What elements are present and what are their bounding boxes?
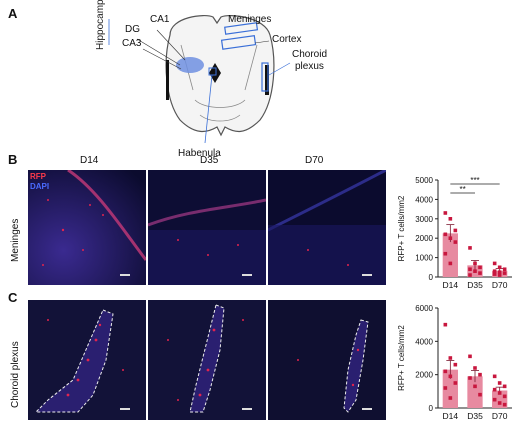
bar-d14 — [442, 369, 458, 408]
x-tick-label: D14 — [443, 280, 459, 290]
data-point — [502, 267, 507, 272]
data-point — [497, 401, 502, 405]
data-point — [468, 354, 472, 359]
data-point — [468, 273, 472, 277]
data-point — [448, 396, 453, 400]
micrograph-meninges-d70 — [268, 170, 386, 285]
data-point — [443, 322, 448, 327]
micrograph-meninges-d14: RFP DAPI — [28, 170, 146, 285]
micrograph-choroid-d14 — [28, 300, 146, 420]
data-point — [492, 261, 497, 266]
y-tick-label: 5000 — [415, 176, 433, 185]
data-point — [448, 374, 453, 379]
x-tick-label: D70 — [492, 280, 508, 290]
data-point — [443, 232, 448, 237]
data-point — [502, 271, 507, 275]
micrograph-meninges-d35 — [148, 170, 266, 285]
label-habenula: Habenula — [178, 148, 221, 159]
y-tick-label: 2000 — [415, 371, 433, 380]
data-point — [502, 402, 507, 407]
y-tick-label: 3000 — [415, 215, 433, 224]
label-cortex: Cortex — [272, 34, 302, 45]
data-point — [448, 217, 453, 221]
micrograph-choroid-d35 — [148, 300, 266, 420]
data-point — [448, 236, 453, 240]
chart-choroid-plexus: 0 2000 4000 6000 RFP+ T cells/mm2 D14 D35 D70 — [397, 304, 512, 421]
data-point — [497, 391, 502, 395]
x-tick-label: D35 — [467, 411, 483, 421]
y-tick-label: 4000 — [415, 337, 433, 346]
panel-label-b: B — [8, 152, 18, 167]
data-point — [448, 261, 453, 266]
timepoint-d70: D70 — [305, 155, 324, 166]
data-point — [502, 384, 507, 389]
y-tick-label: 2000 — [415, 234, 433, 243]
label-meninges: Meninges — [228, 14, 272, 25]
data-point — [478, 271, 482, 275]
x-tick-label: D35 — [467, 280, 483, 290]
data-point — [453, 362, 458, 367]
label-choroid-plexus-1: Choroid — [292, 49, 328, 60]
significance-label: ** — [460, 185, 466, 194]
chart-meninges: 0 1000 2000 3000 4000 5000 RFP+ T cells/mm2 D14… — [397, 176, 512, 290]
panel-label-c: C — [8, 290, 18, 305]
label-ca1: CA1 — [150, 14, 170, 25]
data-point — [502, 394, 507, 399]
bar-d14 — [442, 233, 458, 277]
data-point — [473, 384, 477, 389]
data-point — [492, 397, 497, 402]
data-point — [492, 387, 497, 392]
bar-d35 — [467, 376, 483, 408]
data-point — [492, 269, 497, 273]
label-hippocampus: Hippocampus — [95, 0, 106, 50]
data-point — [443, 211, 448, 215]
timepoint-d35: D35 — [200, 155, 219, 166]
data-point — [497, 270, 502, 274]
data-point — [473, 366, 477, 370]
brain-schematic — [108, 14, 291, 144]
data-point — [453, 381, 458, 385]
data-point — [443, 251, 448, 256]
timepoint-d14: D14 — [80, 155, 99, 166]
y-tick-label: 4000 — [415, 195, 433, 204]
x-tick-label: D70 — [492, 411, 508, 421]
row-label-meninges: Meninges — [10, 218, 21, 262]
data-point — [468, 376, 472, 380]
data-point — [492, 272, 497, 276]
data-point — [453, 228, 458, 233]
x-tick-label: D14 — [443, 411, 459, 421]
data-point — [497, 273, 502, 277]
data-point — [492, 374, 497, 379]
data-point — [497, 265, 502, 270]
panel-label-a: A — [8, 6, 18, 21]
label-dg: DG — [125, 24, 140, 35]
label-ca3: CA3 — [122, 38, 142, 49]
y-axis-label: RFP+ T cells/mm2 — [397, 325, 406, 391]
data-point — [478, 372, 482, 377]
y-tick-label: 6000 — [415, 304, 433, 313]
row-label-choroid-plexus: Choroid plexus — [10, 341, 21, 408]
y-axis-label: RFP+ T cells/mm2 — [397, 195, 406, 261]
stain-dapi: DAPI — [30, 182, 50, 191]
data-point — [473, 261, 477, 266]
label-choroid-plexus-2: plexus — [295, 61, 324, 72]
y-tick-label: 1000 — [415, 254, 433, 263]
data-point — [473, 269, 477, 273]
y-tick-label: 0 — [429, 404, 434, 413]
data-point — [443, 386, 448, 390]
micrograph-choroid-d70 — [268, 300, 386, 420]
data-point — [468, 267, 472, 272]
data-point — [497, 381, 502, 385]
data-point — [448, 356, 453, 360]
data-point — [443, 369, 448, 374]
data-point — [453, 240, 458, 244]
data-point — [478, 392, 482, 397]
stain-rfp: RFP — [30, 172, 46, 181]
significance-label: *** — [470, 176, 479, 185]
data-point — [468, 246, 472, 250]
data-point — [478, 265, 482, 270]
y-tick-label: 0 — [429, 273, 434, 282]
